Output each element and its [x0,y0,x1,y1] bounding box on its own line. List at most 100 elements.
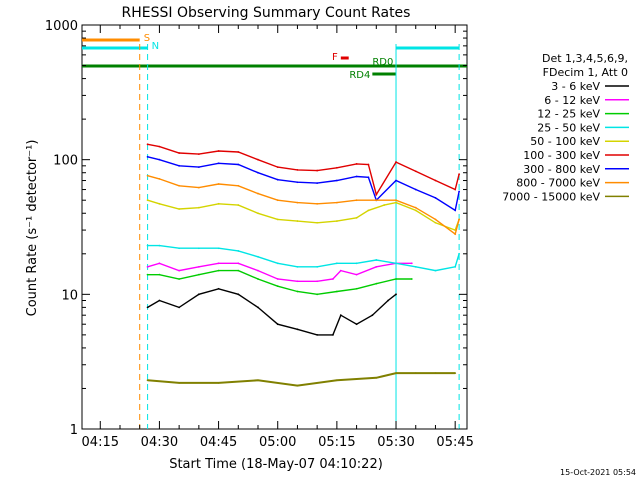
series-point-6 [257,171,259,174]
flag-label-f: F [332,52,338,63]
series-point-8 [257,379,259,382]
series-point-5 [375,193,378,196]
series-point-1 [237,262,240,265]
series-point-4 [237,204,240,206]
series-point-1 [217,262,220,265]
series-point-0 [395,293,397,296]
series-point-1 [146,265,149,268]
series-point-4 [276,218,279,221]
series-point-6 [414,188,417,191]
series-point-4 [158,202,161,205]
series-point-6 [355,175,358,178]
series-point-8 [395,372,397,375]
chart-title: RHESSI Observing Summary Count Rates [122,5,411,21]
series-point-3 [276,262,279,265]
series-point-1 [197,265,200,268]
series-point-3 [316,265,319,268]
series-point-5 [197,153,200,155]
series-point-3 [257,255,259,258]
legend-label-3: 25 - 50 keV [537,121,600,134]
series-point-3 [395,262,397,265]
series-point-8 [375,376,378,379]
series-point-3 [197,247,200,250]
series-point-3 [158,244,161,247]
series-point-2 [410,278,413,280]
x-tick-label: 04:45 [200,435,237,450]
series-line-7 [147,175,460,236]
vertical-markers [139,44,460,429]
series-point-8 [454,372,457,375]
series-point-0 [217,287,220,290]
series-point-3 [454,265,457,268]
series-point-4 [146,199,149,202]
series-point-6 [158,158,161,161]
legend-label-7: 800 - 7000 keV [516,177,600,190]
series-point-0 [339,314,342,317]
series-point-1 [316,280,319,283]
series-point-0 [355,323,358,326]
series-point-1 [257,269,259,272]
series-point-5 [146,143,149,146]
series-point-6 [458,190,461,193]
series-point-2 [197,273,200,276]
series-point-5 [257,158,259,161]
legend-label-1: 6 - 12 keV [544,94,600,107]
series-point-7 [434,218,437,221]
series-point-2 [335,290,338,293]
series-line-3 [147,244,460,272]
x-tick-label: 04:30 [141,435,178,450]
series-point-6 [217,162,220,165]
series-point-2 [146,273,149,276]
series-point-5 [335,166,338,169]
series-point-7 [335,201,338,204]
series-point-7 [217,183,220,185]
series-point-8 [434,372,437,375]
series-point-5 [434,179,437,182]
series-point-6 [395,179,397,182]
series-point-4 [178,208,181,210]
series-point-8 [296,384,299,387]
series-point-1 [375,265,378,268]
series-point-3 [355,262,358,265]
legend: Det 1,3,4,5,6,9, FDecim 1, Att 0 3 - 6 k… [502,52,629,203]
series-point-4 [335,220,338,222]
series-point-3 [375,259,378,261]
series-point-0 [332,333,334,336]
y-axis-label: Count Rate (s⁻¹ detector⁻¹) [25,140,40,317]
series-point-1 [355,273,358,276]
series-point-6 [335,179,338,182]
legend-header-line-1: Det 1,3,4,5,6,9, [542,52,628,65]
series-point-2 [375,282,378,285]
legend-label-6: 300 - 800 keV [523,163,600,176]
series-point-5 [355,163,358,165]
series-point-3 [178,247,181,250]
series-point-5 [237,151,240,153]
series-point-4 [217,202,220,205]
series-point-4 [395,201,397,204]
series-point-1 [339,269,342,272]
series-point-0 [296,328,299,331]
legend-header-line-2: FDecim 1, Att 0 [543,66,628,79]
series-point-7 [276,199,279,202]
series-point-6 [367,176,370,179]
series-point-2 [395,278,397,280]
series-layer [146,143,461,387]
series-point-7 [458,218,461,221]
series-point-7 [158,177,161,180]
series-point-1 [178,269,181,272]
series-point-4 [257,212,259,215]
series-point-6 [316,182,319,184]
series-point-0 [197,293,200,296]
series-point-2 [276,285,279,288]
series-point-7 [257,192,259,195]
series-point-0 [387,299,390,302]
series-point-8 [414,372,417,375]
series-point-2 [355,287,358,290]
series-point-4 [316,221,319,224]
series-point-5 [367,163,370,166]
series-point-2 [158,273,161,276]
x-tick-label: 05:45 [436,435,473,450]
series-point-2 [217,269,220,272]
